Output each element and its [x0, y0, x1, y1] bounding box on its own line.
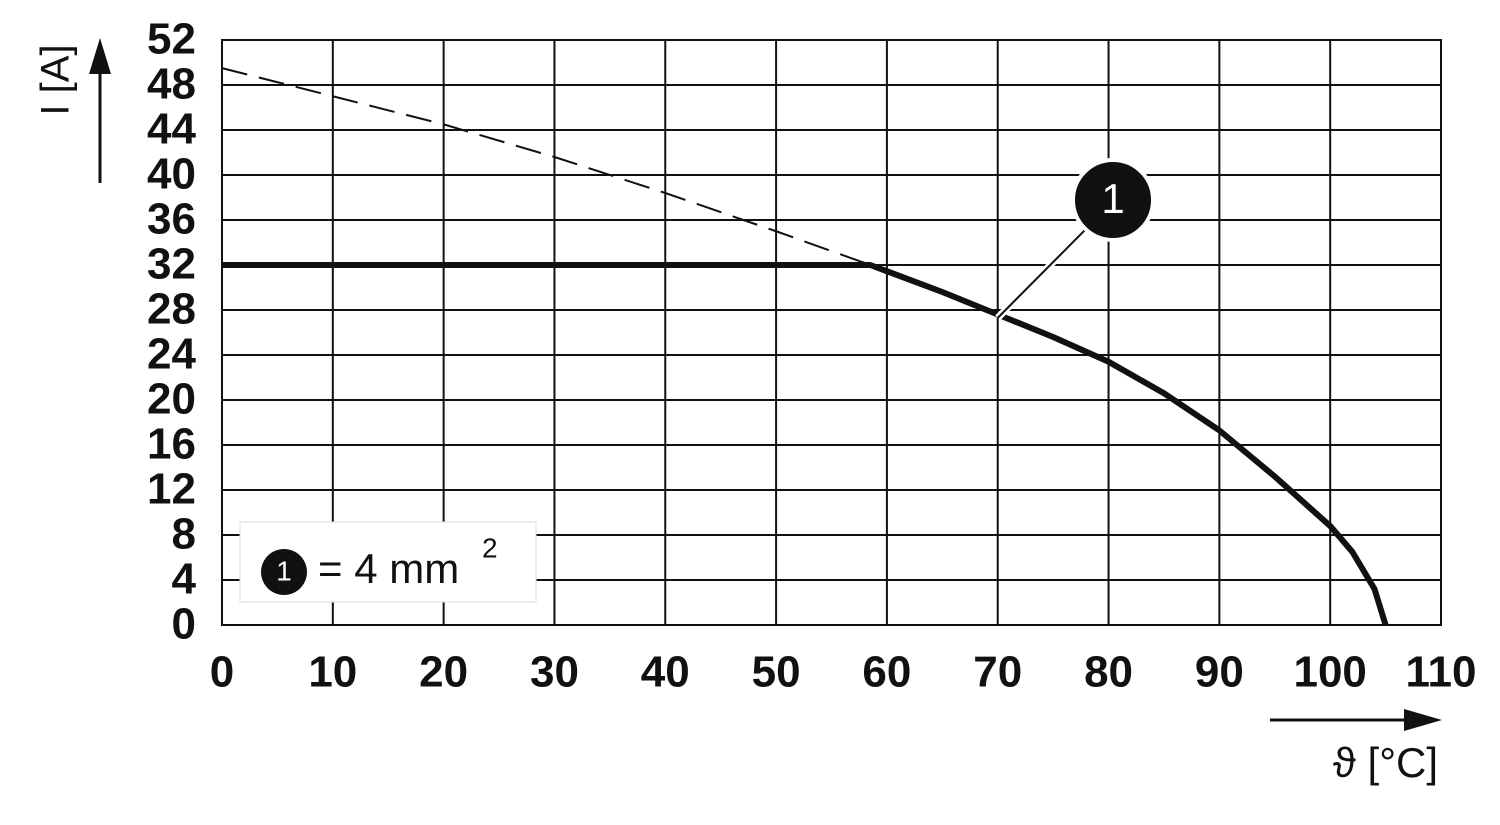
- y-tick-label: 44: [147, 105, 196, 154]
- x-axis-label: ϑ [°C]: [1333, 739, 1438, 786]
- y-tick-label: 28: [147, 285, 196, 334]
- annotation-leader: [997, 229, 1086, 319]
- annotation-label: 1: [1101, 175, 1124, 222]
- x-tick-label: 50: [752, 648, 801, 697]
- x-axis-arrowhead: [1404, 709, 1442, 731]
- y-axis-label: I [A]: [34, 44, 78, 115]
- plot-border: [221, 39, 1442, 626]
- y-tick-label: 48: [147, 60, 196, 109]
- line-series: [222, 262, 1389, 626]
- x-tick-label: 30: [530, 648, 579, 697]
- y-axis-arrowhead: [89, 38, 111, 74]
- x-tick-label: 20: [419, 648, 468, 697]
- legend-badge: [261, 549, 307, 595]
- x-tick-label: 100: [1293, 648, 1366, 697]
- x-tick-label: 110: [1406, 648, 1477, 697]
- x-tick-label: 80: [1084, 648, 1133, 697]
- y-tick-label: 24: [147, 330, 196, 379]
- x-tick-label: 60: [862, 648, 911, 697]
- legend-marker: 1: [276, 555, 292, 586]
- y-tick-label: 12: [147, 465, 196, 514]
- y-tick-label: 8: [172, 510, 196, 559]
- line-series: [221, 67, 871, 266]
- y-tick-label: 36: [147, 195, 196, 244]
- x-tick-label: 0: [210, 648, 234, 697]
- y-tick-label: 0: [172, 600, 196, 649]
- y-tick-label: 4: [172, 555, 197, 604]
- x-tick-label: 10: [308, 648, 357, 697]
- y-tick-label: 52: [147, 15, 196, 64]
- legend-text: = 4 mm: [318, 545, 459, 592]
- y-tick-label: 32: [147, 240, 196, 289]
- x-tick-label: 90: [1195, 648, 1244, 697]
- legend-superscript: 2: [482, 532, 498, 563]
- y-tick-label: 16: [147, 420, 196, 469]
- x-tick-label: 40: [641, 648, 690, 697]
- annotation-badge: [1071, 158, 1155, 242]
- y-tick-label: 20: [147, 375, 196, 424]
- y-tick-label: 40: [147, 150, 196, 199]
- x-tick-label: 70: [973, 648, 1022, 697]
